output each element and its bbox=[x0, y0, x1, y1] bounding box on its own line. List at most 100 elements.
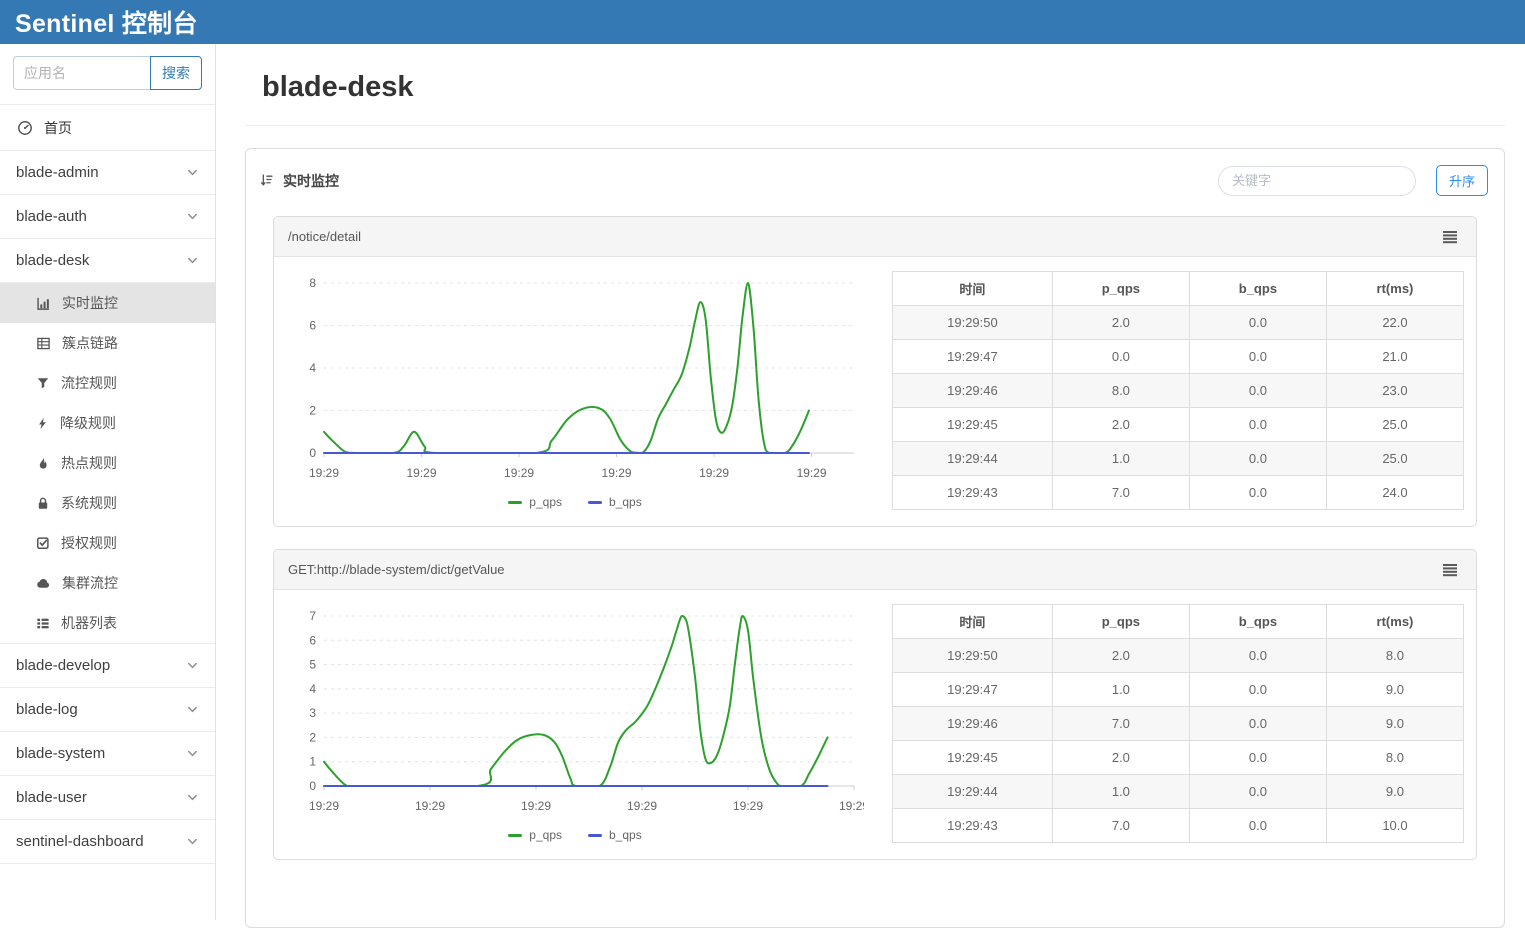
cell: 19:29:45 bbox=[892, 740, 1053, 775]
table-header-row: 时间 p_qps b_qps rt(ms) bbox=[892, 271, 1465, 306]
sidebar-app-blade-desk[interactable]: blade-desk bbox=[0, 239, 215, 283]
cell: 9.0 bbox=[1325, 774, 1465, 809]
svg-text:19:29: 19:29 bbox=[699, 466, 729, 480]
cell: 2.0 bbox=[1051, 407, 1190, 442]
sidebar-app-blade-system[interactable]: blade-system bbox=[0, 732, 215, 776]
sidebar-app-label: blade-user bbox=[16, 789, 87, 806]
sidebar-app-blade-admin[interactable]: blade-admin bbox=[0, 151, 215, 195]
table-header-row: 时间 p_qps b_qps rt(ms) bbox=[892, 604, 1465, 639]
legend-swatch bbox=[508, 833, 523, 837]
cloud-icon bbox=[36, 577, 51, 589]
cell: 19:29:47 bbox=[892, 672, 1053, 707]
main-layout: 搜索 首页 blade-admin blade-auth blade-desk 实时监… bbox=[0, 44, 1525, 928]
table-icon bbox=[36, 336, 51, 351]
cell: 19:29:43 bbox=[892, 475, 1053, 510]
card-menu-button[interactable] bbox=[1438, 560, 1462, 580]
svg-text:0: 0 bbox=[309, 779, 316, 793]
card-menu-button[interactable] bbox=[1438, 227, 1462, 247]
sidebar-item-流控规则[interactable]: 流控规则 bbox=[0, 363, 215, 403]
gauge-icon bbox=[17, 120, 33, 136]
legend-swatch bbox=[508, 500, 523, 504]
cell: 0.0 bbox=[1188, 672, 1327, 707]
svg-text:19:29: 19:29 bbox=[407, 466, 437, 480]
cell: 0.0 bbox=[1188, 339, 1327, 374]
legend-item-b_qps: b_qps bbox=[588, 495, 642, 509]
legend-item-b_qps: b_qps bbox=[588, 828, 642, 842]
chevron-down-icon bbox=[186, 166, 199, 179]
sidebar-app-blade-log[interactable]: blade-log bbox=[0, 688, 215, 732]
cell: 0.0 bbox=[1188, 808, 1327, 843]
table-row: 19:29:44 1.0 0.0 9.0 bbox=[892, 774, 1465, 809]
svg-text:8: 8 bbox=[309, 276, 316, 290]
sidebar-item-授权规则[interactable]: 授权规则 bbox=[0, 523, 215, 563]
cell: 19:29:46 bbox=[892, 706, 1053, 741]
resource-title: /notice/detail bbox=[288, 229, 361, 244]
legend-swatch bbox=[588, 500, 602, 504]
sidebar-item-label: 授权规则 bbox=[61, 535, 117, 551]
resource-card-body: 0 1 2 3 4 5 6 7 19:29 19:29 19:29 19:29 19:29 19:29 p_… bbox=[274, 590, 1476, 859]
cell: 0.0 bbox=[1188, 638, 1327, 673]
chevron-down-icon bbox=[186, 791, 199, 804]
svg-text:19:29: 19:29 bbox=[309, 466, 339, 480]
cell: 19:29:50 bbox=[892, 638, 1053, 673]
keyword-input[interactable] bbox=[1218, 165, 1416, 196]
sidebar-app-blade-auth[interactable]: blade-auth bbox=[0, 195, 215, 239]
sidebar-item-集群流控[interactable]: 集群流控 bbox=[0, 563, 215, 603]
table-row: 19:29:47 0.0 0.0 21.0 bbox=[892, 339, 1465, 374]
sidebar-item-降级规则[interactable]: 降级规则 bbox=[0, 403, 215, 443]
sidebar-item-热点规则[interactable]: 热点规则 bbox=[0, 443, 215, 483]
svg-text:19:29: 19:29 bbox=[309, 799, 339, 813]
cell: 8.0 bbox=[1051, 373, 1190, 408]
content-sheet: blade-desk 实时监控 升序 /notice/detail0246819… bbox=[216, 44, 1525, 928]
chart-area: 0 1 2 3 4 5 6 7 19:29 19:29 19:29 19:29 19:29 19:29 p_… bbox=[286, 604, 869, 843]
svg-text:19:29: 19:29 bbox=[504, 466, 534, 480]
sort-ascending-button[interactable]: 升序 bbox=[1436, 165, 1488, 196]
sidebar-item-实时监控[interactable]: 实时监控 bbox=[0, 283, 215, 323]
svg-text:19:29: 19:29 bbox=[521, 799, 551, 813]
sidebar-app-blade-develop[interactable]: blade-develop bbox=[0, 644, 215, 688]
svg-text:19:29: 19:29 bbox=[415, 799, 445, 813]
cell: 19:29:47 bbox=[892, 339, 1053, 374]
sidebar-app-sentinel-dashboard[interactable]: sentinel-dashboard bbox=[0, 820, 215, 864]
sidebar-app-label: blade-auth bbox=[16, 208, 87, 225]
sidebar-item-home[interactable]: 首页 bbox=[0, 104, 215, 151]
cell: 23.0 bbox=[1325, 373, 1465, 408]
sidebar-item-系统规则[interactable]: 系统规则 bbox=[0, 483, 215, 523]
svg-text:19:29: 19:29 bbox=[627, 799, 657, 813]
sidebar-app-blade-user[interactable]: blade-user bbox=[0, 776, 215, 820]
svg-text:6: 6 bbox=[309, 319, 316, 333]
table-row: 19:29:43 7.0 0.0 24.0 bbox=[892, 475, 1465, 510]
lock-icon bbox=[36, 496, 50, 511]
cell: 2.0 bbox=[1051, 305, 1190, 340]
cell: 10.0 bbox=[1325, 808, 1465, 843]
cell: 19:29:45 bbox=[892, 407, 1053, 442]
column-header: p_qps bbox=[1051, 271, 1190, 306]
sidebar-submenu-blade-desk: 实时监控 簇点链路 流控规则 降级规则热点规则系统规则授权规则集群流控 机器列表 bbox=[0, 283, 215, 644]
cell: 19:29:44 bbox=[892, 774, 1053, 809]
legend-label: b_qps bbox=[609, 495, 642, 509]
series-p_qps bbox=[323, 281, 810, 455]
panel-toolbar-right: 升序 bbox=[1218, 165, 1488, 196]
chart-area: 0 2 4 6 8 19:29 19:29 19:29 19:29 19:29 19:29 p_qps… bbox=[286, 271, 864, 510]
cell: 0.0 bbox=[1188, 305, 1327, 340]
chevron-down-icon bbox=[186, 659, 199, 672]
legend-item-p_qps: p_qps bbox=[508, 828, 562, 842]
table-row: 19:29:47 1.0 0.0 9.0 bbox=[892, 672, 1465, 707]
legend-swatch bbox=[588, 833, 602, 837]
sidebar-item-簇点链路[interactable]: 簇点链路 bbox=[0, 323, 215, 363]
app-search-input[interactable] bbox=[13, 56, 150, 90]
cell: 25.0 bbox=[1325, 441, 1465, 476]
app-search-button[interactable]: 搜索 bbox=[150, 56, 202, 90]
svg-text:19:29: 19:29 bbox=[733, 799, 763, 813]
series-p_qps bbox=[323, 614, 829, 787]
chevron-down-icon bbox=[186, 835, 199, 848]
sidebar-item-机器列表[interactable]: 机器列表 bbox=[0, 603, 215, 643]
list-icon bbox=[36, 617, 50, 630]
table-row: 19:29:45 2.0 0.0 8.0 bbox=[892, 740, 1465, 775]
filter-icon bbox=[36, 376, 50, 390]
sidebar-app-list: blade-admin blade-auth blade-desk 实时监控 簇点链路流… bbox=[0, 151, 215, 864]
cell: 19:29:43 bbox=[892, 808, 1053, 843]
sidebar-item-label: 热点规则 bbox=[61, 455, 117, 471]
svg-text:1: 1 bbox=[309, 755, 316, 769]
cell: 0.0 bbox=[1188, 475, 1327, 510]
